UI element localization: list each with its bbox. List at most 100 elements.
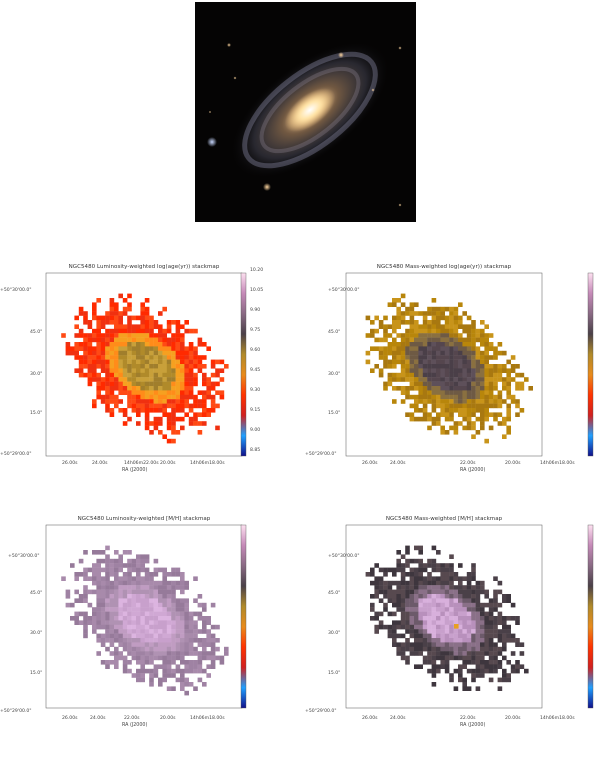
map-pixel (122, 598, 128, 603)
map-pixel (122, 655, 128, 661)
map-pixel (100, 394, 106, 400)
map-pixel (87, 616, 93, 621)
map-pixel (96, 346, 101, 351)
map-pixel (484, 660, 489, 665)
map-pixel (427, 412, 432, 417)
map-pixel (444, 668, 450, 674)
map-pixel (462, 386, 467, 391)
map-pixel (140, 629, 145, 634)
map-pixel (136, 611, 141, 617)
map-pixel (78, 558, 84, 564)
map-pixel (480, 620, 485, 625)
map-pixel (510, 668, 516, 674)
map-pixel (431, 607, 437, 612)
map-pixel (506, 403, 511, 409)
map-pixel (166, 390, 172, 395)
x-tick: 24.00s (390, 716, 406, 721)
map-pixel (184, 664, 189, 669)
map-pixel (444, 607, 450, 612)
map-pixel (506, 412, 511, 417)
map-pixel (493, 664, 498, 669)
map-pixel (158, 567, 163, 573)
map-pixel (418, 372, 423, 378)
map-pixel (436, 550, 441, 555)
map-pixel (127, 390, 132, 395)
map-pixel (400, 355, 406, 360)
x-axis-label: RA (J2000) (460, 723, 486, 728)
map-pixel (458, 576, 463, 581)
map-pixel (171, 350, 176, 356)
map-pixel (436, 355, 441, 360)
map-pixel (431, 328, 437, 334)
map-pixel (484, 589, 489, 595)
map-pixel (383, 359, 388, 365)
map-pixel (484, 438, 489, 444)
map-pixel (462, 651, 467, 656)
map-pixel (480, 381, 485, 387)
map-pixel (365, 350, 371, 356)
map-pixel (122, 337, 128, 343)
map-pixel (431, 633, 437, 639)
map-pixel (166, 585, 172, 590)
map-pixel (444, 320, 450, 325)
map-pixel (87, 355, 93, 360)
map-pixel (365, 359, 371, 365)
map-pixel (136, 350, 141, 356)
map-pixel (175, 646, 181, 652)
map-pixel (127, 638, 132, 643)
map-pixel (444, 629, 450, 634)
map-pixel (136, 386, 141, 391)
map-pixel (105, 664, 110, 669)
map-pixel (131, 403, 137, 409)
map-pixel (166, 629, 172, 634)
map-pixel (87, 576, 93, 581)
map-pixel (409, 364, 415, 369)
map-pixel (162, 638, 167, 643)
map-pixel (105, 572, 110, 577)
map-pixel (153, 346, 159, 351)
map-pixel (140, 372, 145, 378)
map-pixel (166, 355, 172, 360)
map-pixel (449, 594, 454, 599)
map-pixel (149, 677, 154, 683)
map-pixel (453, 328, 459, 334)
map-pixel (180, 642, 185, 647)
map-pixel (184, 355, 189, 360)
map-pixel (418, 386, 423, 391)
map-pixel (475, 642, 481, 647)
map-pixel (471, 616, 476, 621)
map-pixel (519, 408, 525, 413)
map-pixel (475, 364, 481, 369)
map-pixel (171, 408, 176, 413)
map-pixel (131, 646, 137, 652)
map-pixel (422, 602, 428, 608)
map-pixel (502, 633, 507, 639)
map-pixel (418, 381, 423, 387)
map-pixel (158, 633, 163, 639)
map-pixel (440, 333, 445, 338)
map-pixel (118, 390, 123, 395)
map-pixel (131, 346, 137, 351)
map-pixel (136, 594, 141, 599)
map-pixel (118, 333, 123, 338)
map-pixel (202, 399, 207, 404)
map-pixel (105, 390, 110, 395)
map-pixel (405, 350, 410, 356)
map-pixel (515, 664, 520, 669)
map-pixel (378, 372, 384, 378)
map-pixel (65, 602, 71, 608)
map-pixel (87, 567, 93, 573)
map-pixel (506, 598, 511, 603)
map-pixel (180, 408, 185, 413)
map-pixel (427, 399, 432, 404)
map-pixel (210, 633, 216, 639)
map-pixel (158, 602, 163, 608)
map-pixel (96, 585, 101, 590)
map-pixel (149, 315, 154, 321)
map-pixel (175, 602, 181, 608)
map-pixel (436, 346, 441, 351)
map-pixel (387, 372, 393, 378)
map-pixel (409, 306, 415, 312)
map-pixel (149, 346, 154, 351)
map-pixel (166, 580, 172, 586)
